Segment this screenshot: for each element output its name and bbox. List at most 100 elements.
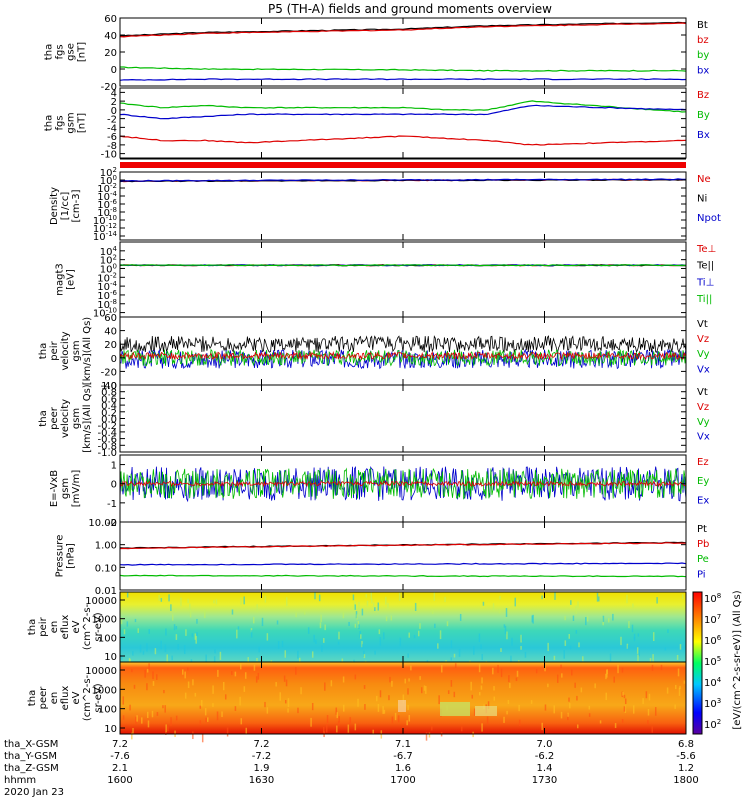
legend-Bt: Bt — [697, 20, 708, 31]
series-Ex — [120, 465, 686, 503]
x-tick-label: 1730 — [532, 775, 557, 786]
series-by — [120, 66, 686, 72]
legend-Ez: Ez — [697, 457, 709, 468]
colorbar-label: [eV/(cm^2-s-sr-eV)] (All Qs) — [732, 590, 743, 729]
series-group — [120, 264, 686, 267]
series-Npot — [120, 178, 686, 182]
y-axis-label: gsm — [71, 408, 82, 429]
ephemeris-value: 6.8 — [678, 739, 694, 750]
y-axis-label: peer — [49, 406, 60, 430]
series-group — [120, 465, 686, 503]
spectrogram-image — [120, 592, 686, 662]
y-axis-label: gsm — [71, 340, 82, 361]
ephemeris-value: 7.0 — [537, 739, 553, 750]
legend-Ti||: Ti|| — [696, 294, 712, 305]
spectrogram-feature — [440, 702, 470, 716]
x-tick-rows: 7.2 7.2 7.1 7.0 6.8 -7.6 -7.2 -6.7 -6.2 -5.6 2.1 1.… — [107, 739, 698, 786]
ephemeris-value: 7.1 — [395, 739, 411, 750]
y-tick-label: 1.0 — [101, 381, 117, 392]
y-axis-label: Pressure — [55, 535, 66, 578]
colorbar: 108 107 106 105 104 103 102 [eV/(cm^2-s-sr-eV)… — [692, 590, 743, 735]
panel-peer_flux: 10000 1000 100 10 tha peer en eflux eV (cm^2-s-sr… — [27, 661, 687, 743]
legend-Ne: Ne — [697, 174, 711, 185]
ephemeris-value: -7.2 — [252, 751, 272, 762]
y-axis-label: (cm^2-s- — [82, 603, 93, 650]
ephemeris-value: 1.2 — [678, 763, 694, 774]
series-Vt — [120, 335, 686, 354]
y-tick-label: -0.8 — [97, 441, 117, 452]
panel-density: 10210010-210-410-610-810-1010-1210-14Den… — [49, 166, 721, 243]
panel-frame — [119, 171, 687, 241]
y-tick-label: 0.01 — [95, 586, 117, 597]
colorbar-tick-label: 105 — [704, 655, 721, 668]
panel-efield: 1 0 -1 -2 E=-VxB gsm [mV/m] Ez Ey Ex — [49, 454, 709, 529]
legend-Ex: Ex — [697, 495, 709, 506]
series-Pb — [120, 542, 686, 550]
y-axis-label: eflux — [60, 615, 71, 640]
legend-Vx: Vx — [697, 364, 710, 375]
y-tick-label: 60 — [104, 313, 117, 324]
y-tick-label: 2 — [111, 97, 117, 108]
quality-flag-bar — [120, 162, 686, 168]
panel-frame — [119, 454, 687, 523]
series-Vy — [120, 348, 686, 367]
y-tick-label: -4 — [107, 123, 117, 134]
series-Pi — [120, 562, 686, 566]
y-tick-label: 100 — [98, 633, 117, 644]
y-tick-label: -2 — [107, 115, 117, 126]
panel-fgs: 60 40 20 0 -20 tha fgs gse [nT] Bt bz by bx — [44, 14, 710, 93]
y-axis-label: fgs — [55, 44, 66, 59]
ephemeris-value: 2.1 — [112, 763, 128, 774]
y-axis-label: (cm^2-s- — [82, 674, 93, 721]
ephemeris-label-x: tha_X-GSM — [4, 739, 58, 750]
y-tick-label: 20 — [104, 340, 117, 351]
panel-peer_vel: 1.00.80.60.40.20.0-0.2-0.4-0.6-0.8-1.0 th… — [38, 381, 710, 459]
y-tick-label: 10 — [104, 652, 117, 663]
y-axis-label: [mV/m] — [71, 470, 82, 508]
ephemeris-value: -6.7 — [393, 751, 413, 762]
y-tick-label: 40 — [104, 31, 117, 42]
y-tick-label: 1000 — [92, 615, 117, 626]
y-axis-label: [cm-3] — [71, 189, 82, 222]
y-tick-label: -1 — [107, 499, 117, 510]
colorbar-tick-label: 107 — [704, 613, 721, 626]
series-By — [120, 100, 686, 113]
y-tick-label: 100 — [98, 705, 117, 716]
x-axis-ephemeris: tha_X-GSM tha_Y-GSM tha_Z-GSM hhmm 2020 … — [4, 739, 699, 798]
ephemeris-value: 7.2 — [112, 739, 128, 750]
y-axis-label: tha — [27, 690, 38, 706]
y-tick-label: 0.10 — [95, 563, 117, 574]
y-tick-label: 60 — [104, 14, 117, 25]
colorbar-tick-label: 102 — [704, 718, 721, 731]
y-tick-label: -8 — [107, 141, 117, 152]
legend-Te⊥: Te⊥ — [696, 244, 716, 255]
ephemeris-label-y: tha_Y-GSM — [4, 751, 57, 762]
y-axis-label: gsm — [66, 112, 77, 133]
panel-pressure: 10.00 1.00 0.10 0.01 Pressure [nPa] Pt Pb Pe Pi — [55, 518, 710, 597]
y-tick-label: 0 — [111, 65, 117, 76]
y-tick-label: -0.2 — [97, 421, 117, 432]
y-axis-label: eV — [71, 620, 82, 633]
legend-by: by — [697, 50, 709, 61]
y-tick-label: -1.0 — [97, 448, 117, 459]
ephemeris-value: 1.9 — [254, 763, 270, 774]
panel-peir_flux: 10000 1000 100 10 tha peir en eflux eV (cm^2-s-sr… — [27, 591, 687, 670]
x-tick-label: 1600 — [107, 775, 132, 786]
series-bz — [120, 22, 686, 38]
y-axis-label: velocity — [60, 399, 71, 438]
y-tick-label: 0.8 — [101, 388, 117, 399]
legend-Bx: Bx — [697, 130, 710, 141]
series-group — [120, 541, 686, 578]
y-axis-label: magt3 — [55, 263, 66, 296]
colorbar-tick-label: 106 — [704, 634, 722, 647]
legend-Npot: Npot — [697, 213, 721, 224]
ephemeris-value: 1.4 — [537, 763, 553, 774]
legend-Vt: Vt — [697, 319, 708, 330]
panel-frame — [119, 384, 687, 453]
legend-Vx: Vx — [697, 432, 710, 443]
legend-Vy: Vy — [697, 349, 710, 360]
y-axis-label: [nPa] — [66, 543, 77, 569]
series-Pe — [120, 574, 686, 578]
legend-bx: bx — [697, 65, 709, 76]
